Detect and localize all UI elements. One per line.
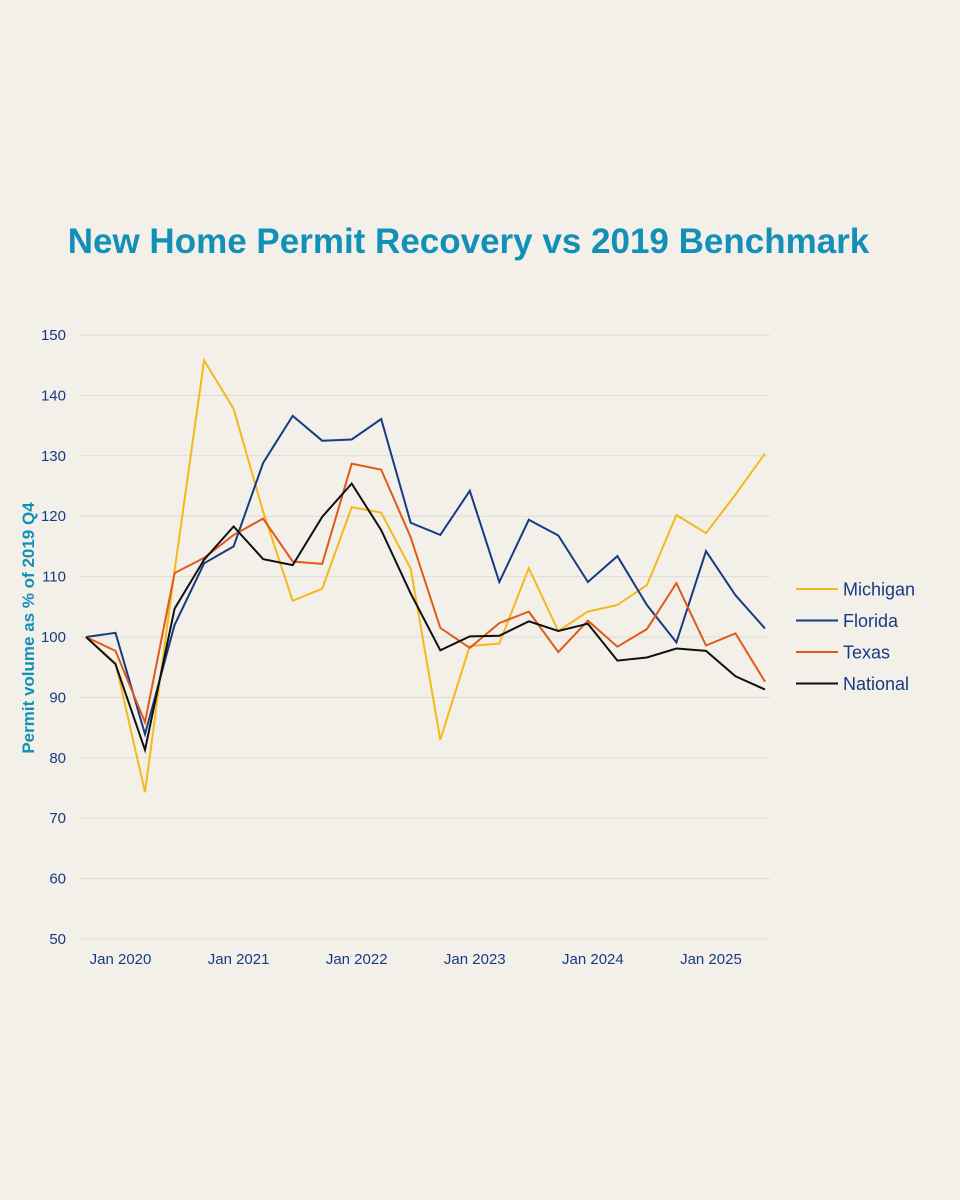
x-tick-label: Jan 2020 bbox=[90, 951, 152, 968]
x-tick-label: Jan 2021 bbox=[208, 951, 270, 968]
series-line-national bbox=[85, 481, 766, 754]
legend-label-florida: Florida bbox=[843, 611, 899, 631]
x-tick-label: Jan 2025 bbox=[680, 951, 742, 968]
series-line-florida bbox=[85, 414, 766, 738]
y-tick-label: 100 bbox=[41, 629, 66, 646]
gridlines bbox=[80, 334, 770, 940]
legend: Michigan Florida Texas National bbox=[796, 580, 915, 694]
y-tick-label: 110 bbox=[42, 569, 66, 586]
chart-title: New Home Permit Recovery vs 2019 Benchma… bbox=[67, 222, 870, 261]
legend-label-michigan: Michigan bbox=[843, 580, 915, 600]
y-tick-label: 90 bbox=[49, 689, 66, 706]
y-tick-label: 80 bbox=[49, 750, 66, 767]
x-tick-label: Jan 2024 bbox=[562, 951, 624, 968]
y-tick-label: 70 bbox=[49, 810, 66, 827]
x-tick-label: Jan 2023 bbox=[444, 951, 506, 968]
legend-label-national: National bbox=[843, 674, 909, 694]
y-tick-label: 60 bbox=[49, 871, 66, 888]
y-tick-label: 140 bbox=[41, 387, 66, 404]
series-line-texas bbox=[85, 462, 766, 726]
series-line-michigan bbox=[85, 357, 766, 793]
y-tick-label: 130 bbox=[41, 448, 66, 465]
legend-label-texas: Texas bbox=[843, 643, 890, 663]
y-tick-label: 50 bbox=[49, 931, 66, 948]
y-tick-label: 150 bbox=[41, 327, 66, 344]
y-axis-ticks: 50 60 70 80 90 100 110 120 130 140 150 bbox=[41, 327, 66, 948]
x-tick-label: Jan 2022 bbox=[326, 951, 388, 968]
y-tick-label: 120 bbox=[41, 508, 66, 525]
series-lines bbox=[85, 357, 766, 793]
x-axis-ticks: Jan 2020 Jan 2021 Jan 2022 Jan 2023 Jan 2024… bbox=[90, 951, 742, 968]
y-axis-label: Permit volume as % of 2019 Q4 bbox=[19, 502, 38, 754]
